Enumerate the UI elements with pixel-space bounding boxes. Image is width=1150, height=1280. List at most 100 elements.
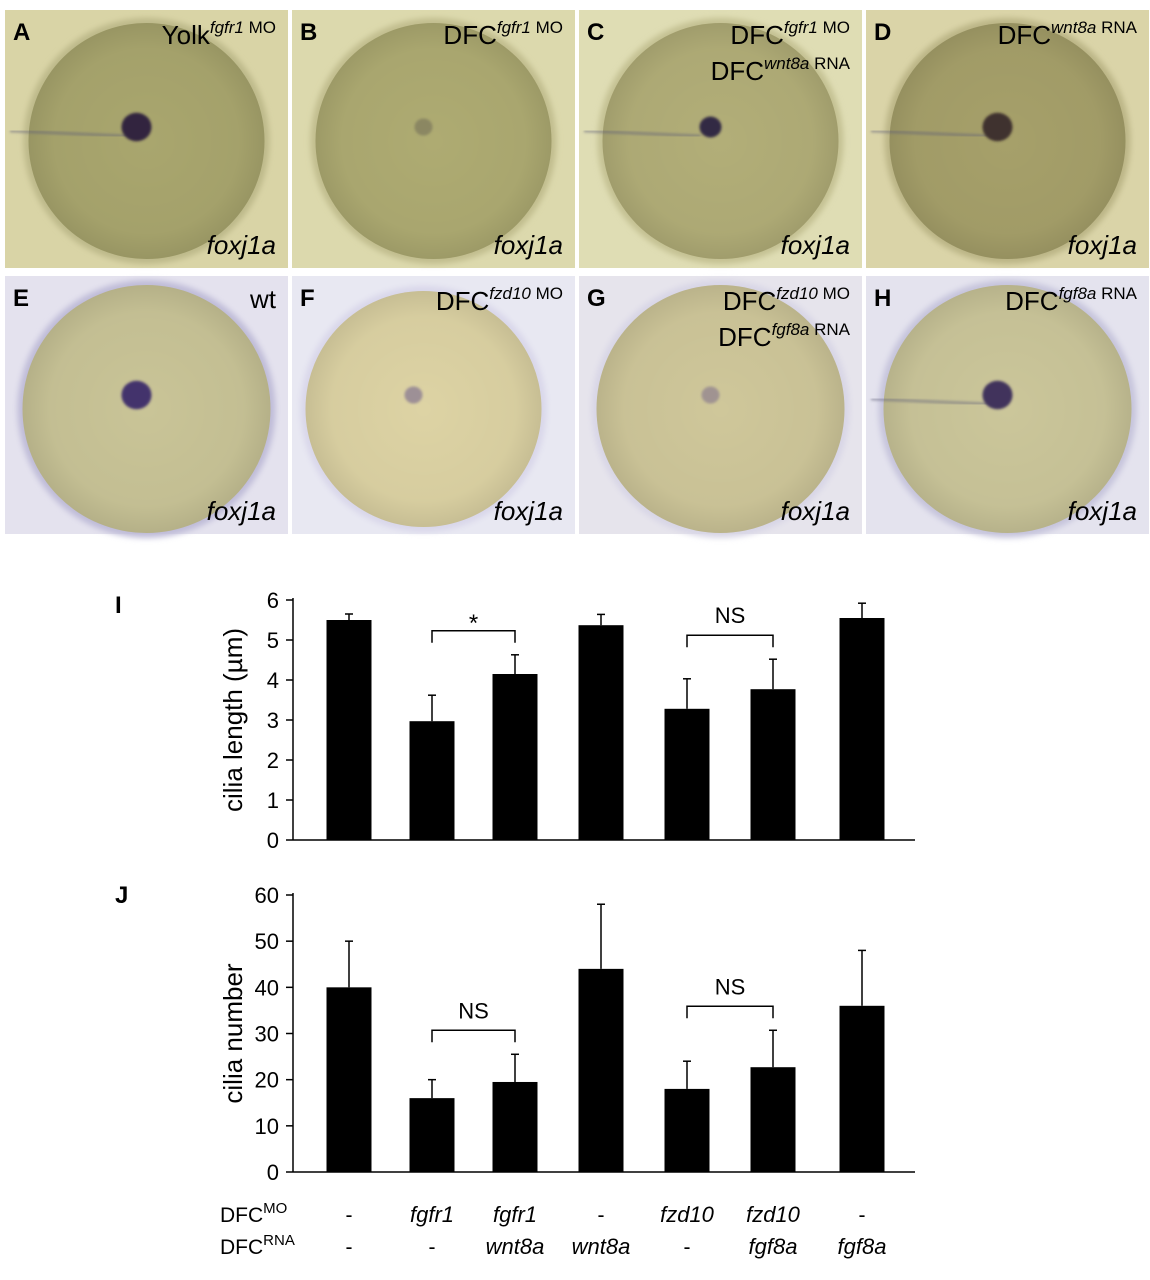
condition-rna-5: fgf8a: [749, 1234, 798, 1259]
y-tick-label: 50: [255, 929, 279, 954]
embryo-shading: [305, 291, 542, 527]
y-tick-label: 2: [267, 748, 279, 773]
y-tick-label: 5: [267, 628, 279, 653]
significance-bracket: [686, 634, 774, 648]
significance-bracket: [431, 630, 516, 643]
chart-cilia-number: J 0 10 20 30 40 50 60 cilia number NS NS: [115, 882, 915, 1185]
gene-label: foxj1a: [1068, 496, 1137, 526]
condition-label: DFCfzd10 MO: [723, 284, 850, 316]
chart-cilia-length: I 0 1 2 3 4 5 6 cilia length (µm) * NS: [115, 588, 915, 853]
condition-rna-1: -: [429, 1236, 436, 1259]
significance-bracket: [431, 1029, 516, 1043]
condition-mo-1: fgfr1: [410, 1202, 454, 1227]
bar: [326, 987, 372, 1172]
condition-rna-4: -: [684, 1236, 691, 1259]
panel-letter-F: F: [300, 285, 315, 312]
injection-trace: [9, 129, 127, 138]
y-axis-label: cilia length (µm): [218, 628, 248, 812]
injection-trace: [583, 129, 701, 138]
y-tick-label: 0: [267, 828, 279, 853]
embryo-shading: [596, 285, 845, 533]
condition-label: wt: [249, 284, 277, 314]
row-label-rna: DFCRNA: [220, 1232, 295, 1259]
embryo-shading: [315, 23, 552, 259]
injection-trace: [870, 129, 988, 138]
condition-label-2: DFCwnt8a RNA: [711, 54, 851, 86]
y-tick-label: 1: [267, 788, 279, 813]
bar: [492, 674, 538, 840]
bar: [750, 1067, 796, 1172]
photo-panel-A: A Yolkfgfr1 MO foxj1a: [5, 10, 288, 268]
y-axis-label: cilia number: [218, 963, 248, 1104]
gene-label: foxj1a: [207, 496, 276, 526]
photo-panel-C: C DFCfgfr1 MO DFCwnt8a RNA foxj1a: [579, 10, 862, 268]
condition-mo-4: fzd10: [660, 1202, 715, 1227]
significance-bracket: [686, 1005, 774, 1019]
photo-panel-D: D DFCwnt8a RNA foxj1a: [866, 10, 1149, 268]
bar: [492, 1081, 538, 1172]
bar: [578, 968, 624, 1172]
bar: [664, 708, 710, 840]
embryo-shading: [889, 23, 1126, 259]
embryo-shading: [602, 23, 839, 259]
y-tick-label: 60: [255, 883, 279, 908]
y-tick-label: 10: [255, 1114, 279, 1139]
bar: [839, 1005, 885, 1172]
bar: [326, 620, 372, 840]
y-tick-label: 6: [267, 588, 279, 613]
photo-panel-G: G DFCfzd10 MO DFCfgf8a RNA foxj1a: [579, 276, 862, 538]
foxj1a-stain-spot: [982, 112, 1013, 142]
significance-label: NS: [715, 974, 746, 999]
panel-letter-E: E: [13, 285, 29, 312]
foxj1a-stain-spot: [414, 118, 433, 136]
row-label-mo: DFCMO: [220, 1200, 287, 1227]
gene-label: foxj1a: [494, 496, 563, 526]
bar: [409, 1098, 455, 1172]
gene-label: foxj1a: [781, 496, 850, 526]
condition-label: DFCwnt8a RNA: [998, 18, 1138, 50]
panel-letter-G: G: [587, 285, 606, 312]
foxj1a-stain-spot: [699, 116, 722, 138]
bar: [664, 1088, 710, 1172]
significance-label: NS: [458, 998, 489, 1023]
condition-table: DFCMO DFCRNA - fgfr1 fgfr1 - fzd10 fzd10 - - - wn…: [220, 1200, 886, 1259]
condition-label: Yolkfgfr1 MO: [162, 18, 276, 50]
condition-rna-0: -: [346, 1236, 353, 1259]
gene-label: foxj1a: [207, 230, 276, 260]
condition-mo-6: -: [859, 1204, 866, 1227]
bar: [409, 721, 455, 840]
foxj1a-stain-spot: [701, 386, 720, 404]
photo-panel-F: F DFCfzd10 MO foxj1a: [292, 276, 575, 534]
panel-letter-D: D: [874, 19, 891, 46]
y-tick-label: 3: [267, 708, 279, 733]
condition-label-2: DFCfgf8a RNA: [718, 320, 851, 352]
gene-label: foxj1a: [494, 230, 563, 260]
embryo-shading: [883, 285, 1132, 533]
condition-mo-3: -: [598, 1204, 605, 1227]
significance-label: NS: [715, 603, 746, 628]
condition-mo-2: fgfr1: [493, 1202, 537, 1227]
photo-panel-B: B DFCfgfr1 MO foxj1a: [292, 10, 575, 268]
panel-letter-H: H: [874, 285, 891, 312]
condition-rna-3: wnt8a: [572, 1234, 631, 1259]
photo-panel-H: H DFCfgf8a RNA foxj1a: [866, 276, 1149, 538]
foxj1a-stain-spot: [404, 386, 423, 404]
significance-label: *: [469, 610, 478, 637]
gene-label: foxj1a: [781, 230, 850, 260]
bar: [839, 618, 885, 840]
injection-trace: [870, 397, 988, 406]
foxj1a-stain-spot: [121, 380, 152, 410]
condition-mo-5: fzd10: [746, 1202, 801, 1227]
panel-letter-A: A: [13, 19, 30, 46]
panel-letter-J: J: [115, 882, 128, 909]
y-tick-label: 0: [267, 1160, 279, 1185]
panel-letter-I: I: [115, 592, 122, 619]
y-tick-label: 40: [255, 975, 279, 1000]
y-tick-label: 4: [267, 668, 279, 693]
gene-label: foxj1a: [1068, 230, 1137, 260]
condition-mo-0: -: [346, 1204, 353, 1227]
condition-label: DFCfzd10 MO: [436, 284, 563, 316]
condition-rna-2: wnt8a: [486, 1234, 545, 1259]
